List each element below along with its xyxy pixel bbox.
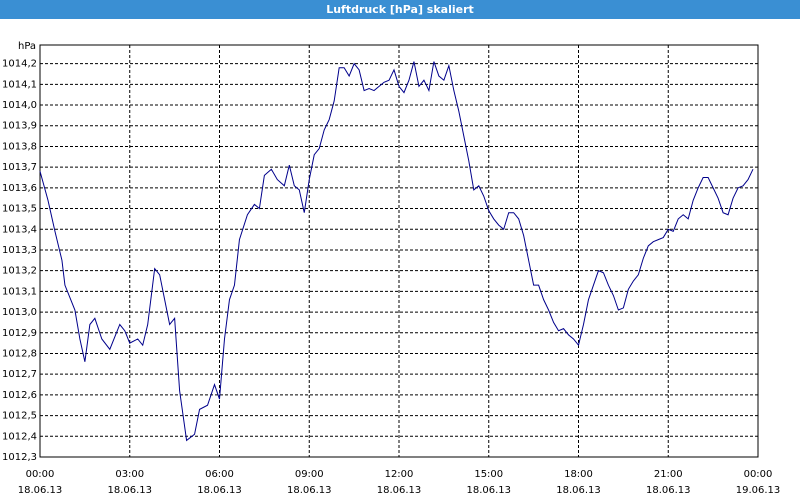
y-tick-label: 1013,1 (2, 286, 37, 297)
line (39, 61, 754, 442)
y-tick-label: 1013,7 (2, 162, 37, 173)
x-tick-label: 21:00 (654, 469, 683, 480)
y-tick-label: 1013,0 (2, 307, 37, 318)
x-tick-label: 00:00 (744, 469, 773, 480)
x-tick-date: 18.06.13 (466, 485, 511, 496)
y-tick-label: 1012,8 (2, 348, 37, 359)
y-axis-label: hPa (18, 41, 36, 52)
y-tick-label: 1013,5 (2, 204, 37, 215)
x-tick-date: 18.06.13 (377, 485, 422, 496)
y-tick-label: 1012,5 (2, 411, 37, 422)
x-tick-label: 06:00 (205, 469, 234, 480)
x-tick-label: 18:00 (564, 469, 593, 480)
x-tick-date: 18.06.13 (287, 485, 332, 496)
x-tick-date: 18.06.13 (107, 485, 152, 496)
y-tick-label: 1013,2 (2, 266, 37, 277)
y-tick-label: 1013,3 (2, 245, 37, 256)
y-tick-label: 1012,9 (2, 328, 37, 339)
y-tick-label: 1013,6 (2, 183, 37, 194)
x-tick-label: 00:00 (26, 469, 55, 480)
title-bar: Luftdruck [hPa] skaliert (0, 0, 800, 19)
x-tick-date: 18.06.13 (556, 485, 601, 496)
x-tick-date: 18.06.13 (646, 485, 691, 496)
y-tick-label: 1013,4 (2, 224, 37, 235)
y-tick-label: 1013,9 (2, 121, 37, 132)
y-tick-label: 1012,4 (2, 431, 37, 442)
y-tick-label: 1012,6 (2, 390, 37, 401)
y-tick-label: 1012,7 (2, 369, 37, 380)
y-tick-label: 1013,8 (2, 141, 37, 152)
y-tick-label: 1014,2 (2, 59, 37, 70)
y-tick-label: 1014,0 (2, 100, 37, 111)
plot-frame (39, 44, 759, 458)
x-tick-date: 18.06.13 (18, 485, 63, 496)
x-tick-label: 15:00 (474, 469, 503, 480)
y-tick-label: 1012,3 (2, 452, 37, 463)
chart: hPa 1012,3 1012,4 1012,5 1012,6 1012,7 1012,8… (2, 41, 781, 496)
x-tick-date: 19.06.13 (736, 485, 781, 496)
x-tick-label: 03:00 (115, 469, 144, 480)
y-tick-label: 1014,1 (2, 79, 37, 90)
x-tick-label: 09:00 (295, 469, 324, 480)
x-tick-date: 18.06.13 (197, 485, 242, 496)
x-tick-label: 12:00 (385, 469, 414, 480)
